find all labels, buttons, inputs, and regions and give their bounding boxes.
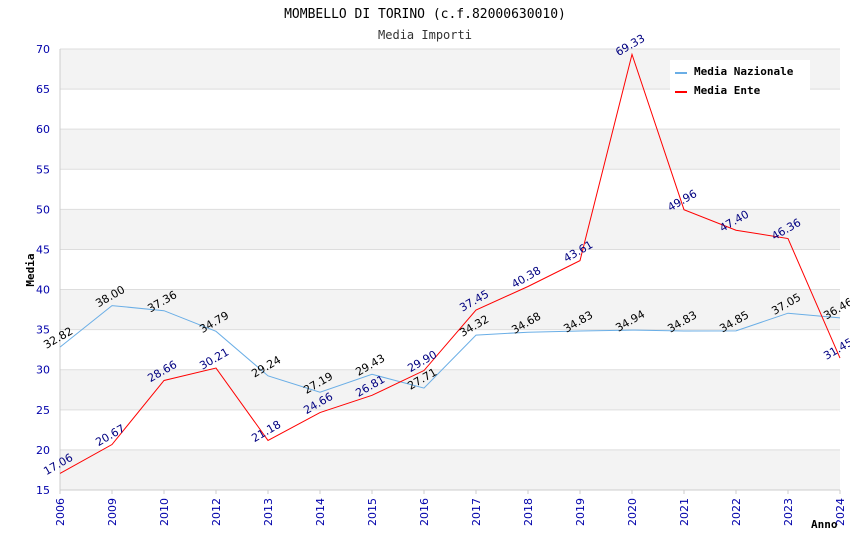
grid-band	[60, 369, 840, 410]
legend: Media Nazionale Media Ente	[670, 60, 810, 102]
grid-bands	[60, 49, 840, 490]
y-tick-label: 40	[36, 284, 50, 297]
x-tick-label: 2022	[730, 498, 743, 526]
series-line-media-ente	[59, 52, 841, 474]
x-tick-label: 2015	[366, 498, 379, 526]
series-line-media-nazionale	[59, 305, 841, 393]
y-tick-labels: 15 20 25 30 35 40 45 50 55 60 65 70	[36, 43, 50, 497]
x-axis-label: Anno	[811, 518, 838, 531]
y-tick-label: 45	[36, 243, 50, 256]
x-tick-label: 2009	[106, 498, 119, 526]
x-tick-label: 2021	[678, 498, 691, 526]
y-tick-label: 20	[36, 444, 50, 457]
grid-band	[60, 289, 840, 330]
x-tick-label: 2023	[782, 498, 795, 526]
grid-lines	[60, 48, 840, 491]
y-tick-label: 60	[36, 123, 50, 136]
y-tick-label: 25	[36, 404, 50, 417]
x-tick-label: 2017	[470, 498, 483, 526]
y-axis-label: Media	[24, 253, 37, 286]
grid-band	[60, 129, 840, 170]
y-tick-label: 50	[36, 203, 50, 216]
x-tick-label: 2013	[262, 498, 275, 526]
x-tick-label: 2019	[574, 498, 587, 526]
legend-label-media-nazionale: Media Nazionale	[694, 65, 794, 78]
y-tick-label: 30	[36, 364, 50, 377]
axes	[59, 49, 841, 494]
y-tick-label: 35	[36, 324, 50, 337]
y-tick-label: 70	[36, 43, 50, 56]
x-tick-label: 2018	[522, 498, 535, 526]
x-tick-labels: 2006 2009 2010 2012 2013 2014 2015 2016 2017 2018…	[54, 498, 847, 526]
chart-title: MOMBELLO DI TORINO (c.f.82000630010)	[284, 7, 566, 22]
grid-band	[60, 209, 840, 250]
x-tick-label: 2020	[626, 498, 639, 526]
y-tick-label: 15	[36, 484, 50, 497]
grid-band	[60, 449, 840, 490]
legend-label-media-ente: Media Ente	[694, 84, 761, 97]
x-tick-label: 2024	[834, 498, 847, 526]
x-tick-label: 2010	[158, 498, 171, 526]
chart-subtitle: Media Importi	[378, 28, 472, 42]
y-tick-label: 65	[36, 83, 50, 96]
x-tick-label: 2016	[418, 498, 431, 526]
x-tick-label: 2006	[54, 498, 67, 526]
series-lines	[59, 52, 841, 474]
x-tick-label: 2014	[314, 498, 327, 526]
y-tick-label: 55	[36, 163, 50, 176]
legend-background	[670, 60, 810, 102]
x-tick-label: 2012	[210, 498, 223, 526]
data-label: 31.45	[821, 336, 850, 363]
